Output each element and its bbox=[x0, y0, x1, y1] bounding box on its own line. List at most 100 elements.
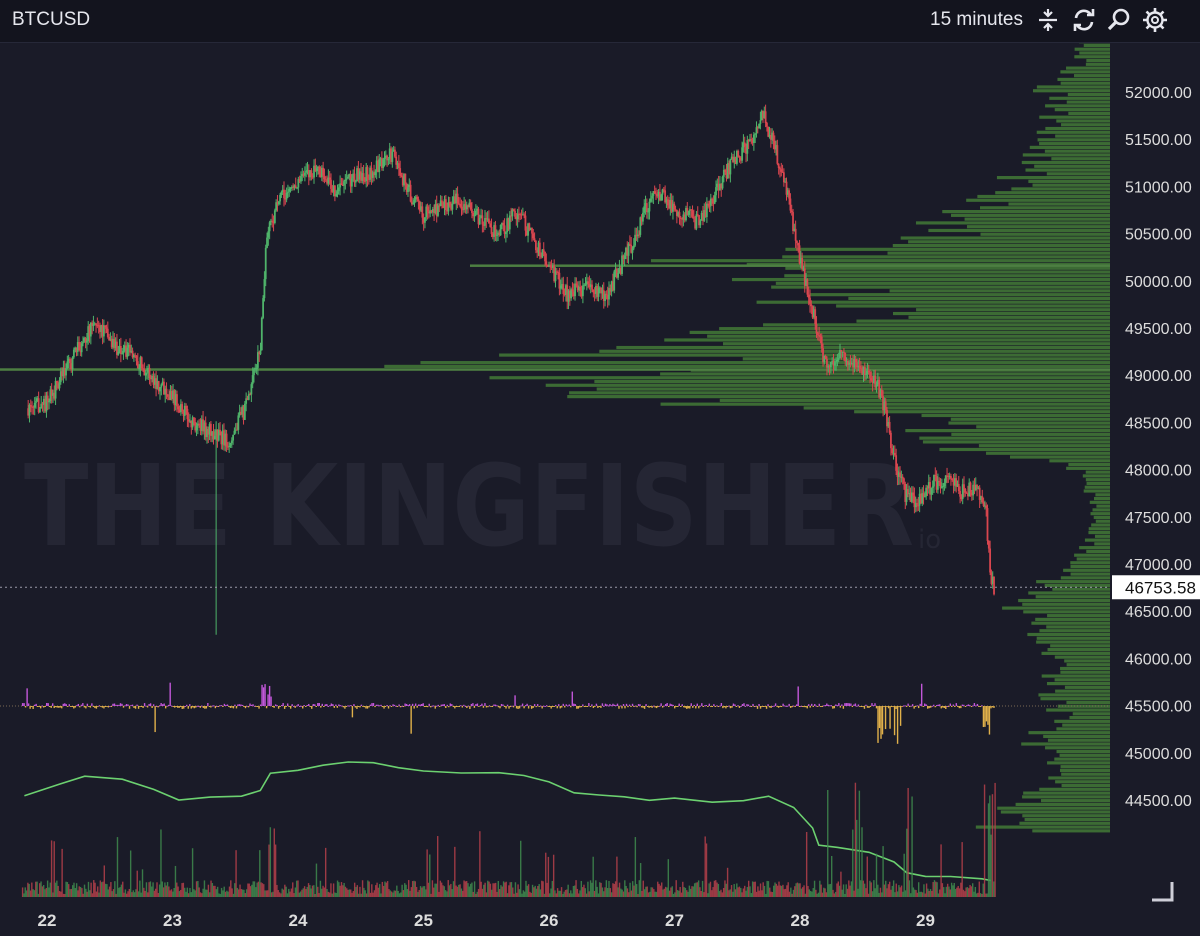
net-flow-bar bbox=[580, 706, 583, 708]
net-flow-bar bbox=[262, 687, 265, 706]
candle-body bbox=[147, 368, 150, 373]
volume-bar bbox=[408, 880, 410, 897]
volume-bar bbox=[241, 889, 244, 897]
net-flow-bar bbox=[750, 706, 753, 707]
volume-profile-bin bbox=[964, 217, 1110, 221]
net-flow-bar bbox=[271, 706, 274, 707]
net-flow-bar bbox=[335, 704, 337, 706]
net-flow-bar bbox=[404, 703, 406, 706]
candle-body bbox=[572, 291, 575, 297]
search-icon[interactable] bbox=[1105, 6, 1133, 34]
candle-body bbox=[918, 493, 921, 506]
candle-body bbox=[519, 214, 522, 216]
net-flow-bar bbox=[219, 705, 221, 707]
net-flow-bar bbox=[452, 706, 455, 707]
volume-profile-bin bbox=[1047, 761, 1110, 765]
compress-icon[interactable] bbox=[1034, 6, 1062, 34]
candle-body bbox=[477, 208, 480, 225]
net-flow-bar bbox=[937, 704, 939, 706]
volume-bar bbox=[57, 885, 59, 897]
net-flow-bar bbox=[279, 706, 281, 707]
net-flow-bar bbox=[565, 704, 567, 706]
volume-bar bbox=[844, 893, 846, 897]
volume-bar bbox=[267, 890, 269, 897]
volume-bar bbox=[232, 893, 235, 897]
volume-profile-bin bbox=[1047, 648, 1110, 652]
net-flow-bar bbox=[280, 704, 283, 706]
candle-body bbox=[194, 422, 197, 431]
candle-body bbox=[55, 380, 58, 384]
net-flow-bar bbox=[589, 706, 592, 707]
candle-body bbox=[435, 204, 438, 216]
volume-bar bbox=[118, 887, 120, 897]
volume-bar bbox=[910, 893, 912, 897]
candle-body bbox=[523, 214, 526, 216]
candle-body bbox=[540, 256, 543, 258]
net-flow-bar bbox=[312, 704, 314, 706]
candle-body bbox=[987, 540, 990, 549]
candle-body bbox=[403, 173, 405, 186]
candle-body bbox=[884, 401, 887, 410]
net-flow-bar bbox=[473, 706, 476, 708]
volume-bar bbox=[141, 869, 144, 897]
candle-body bbox=[606, 295, 609, 300]
candle-body bbox=[164, 388, 167, 395]
volume-bar bbox=[675, 880, 677, 897]
candle-body bbox=[353, 173, 356, 183]
candle-body bbox=[610, 281, 613, 292]
price-axis[interactable]: 52000.0051500.0051000.0050500.0050000.00… bbox=[1125, 85, 1192, 810]
volume-bar bbox=[504, 882, 506, 897]
volume-profile-bin bbox=[928, 228, 1110, 233]
net-flow-bar bbox=[267, 694, 269, 706]
volume-bar bbox=[684, 887, 687, 897]
volume-bar bbox=[427, 882, 430, 897]
candle-body bbox=[947, 475, 950, 477]
settings-icon[interactable] bbox=[1141, 6, 1169, 34]
net-flow-bar bbox=[362, 706, 364, 707]
candle-body bbox=[61, 371, 64, 377]
net-flow-bar bbox=[890, 706, 893, 707]
net-flow-bar bbox=[91, 703, 93, 706]
net-flow-bar bbox=[228, 706, 230, 707]
volume-profile-bin bbox=[908, 315, 1110, 319]
candle-body bbox=[776, 145, 779, 164]
volume-bar bbox=[484, 882, 486, 897]
volume-bar bbox=[971, 883, 974, 897]
symbol-label[interactable]: BTCUSD bbox=[12, 9, 91, 30]
interval-selector[interactable]: 15 minutes bbox=[930, 9, 1023, 30]
volume-bar bbox=[292, 882, 294, 897]
candle-body bbox=[457, 203, 460, 205]
candle-body bbox=[705, 203, 708, 218]
volume-bar bbox=[939, 889, 941, 897]
candle-body bbox=[790, 210, 793, 213]
net-flow-bar bbox=[116, 704, 119, 706]
candle-body bbox=[401, 176, 404, 186]
volume-bar bbox=[326, 889, 328, 897]
time-axis[interactable]: 22 23 24 25 26 27 28 29 bbox=[38, 911, 935, 930]
volume-bar bbox=[773, 885, 775, 897]
candle-body bbox=[866, 370, 869, 375]
volume-bar bbox=[904, 890, 907, 897]
refresh-icon[interactable] bbox=[1070, 6, 1098, 34]
candle-body bbox=[187, 419, 190, 422]
candle-body bbox=[626, 247, 629, 256]
resize-corner-icon[interactable] bbox=[1148, 880, 1176, 904]
net-flow-bar bbox=[451, 704, 453, 706]
candle-body bbox=[512, 209, 515, 211]
candle-body bbox=[518, 213, 520, 215]
net-flow-bar bbox=[439, 706, 441, 707]
volume-bar bbox=[956, 887, 958, 897]
volume-profile-bin bbox=[806, 270, 1110, 274]
volume-bar bbox=[317, 886, 319, 897]
candle-body bbox=[944, 475, 947, 483]
last-price-value: 46753.58 bbox=[1125, 578, 1196, 597]
net-flow-bar bbox=[762, 706, 765, 707]
net-flow-bar bbox=[354, 706, 357, 708]
volume-bar bbox=[654, 891, 656, 897]
volume-profile-bin bbox=[1036, 640, 1110, 644]
net-flow-bar bbox=[961, 704, 964, 706]
volume-bar bbox=[813, 880, 816, 897]
volume-bar bbox=[589, 880, 592, 897]
candle-body bbox=[729, 159, 732, 175]
